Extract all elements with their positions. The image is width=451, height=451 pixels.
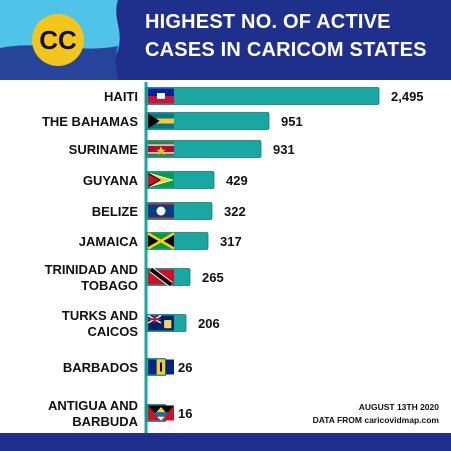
category-label-3: GUYANA	[83, 173, 139, 188]
value-label-7: 206	[198, 316, 220, 331]
category-label-4: BELIZE	[92, 204, 139, 219]
source-label: DATA FROM caricovidmap.com	[312, 415, 439, 425]
value-label-4: 322	[224, 204, 246, 219]
category-label-8: BARBADOS	[63, 360, 138, 375]
trinidad-tobago-flag-icon	[148, 267, 174, 287]
category-label-1: THE BAHAMAS	[42, 114, 138, 129]
barbados-flag-icon	[148, 359, 174, 375]
category-label-9-line-2: BARBUDA	[72, 414, 138, 429]
bar-1	[145, 112, 270, 130]
jamaica-flag-icon	[147, 232, 175, 250]
value-label-1: 951	[281, 114, 303, 129]
antigua-barbuda-flag-icon	[148, 405, 174, 421]
category-label-7-line-1: TURKS AND	[62, 308, 138, 323]
logo-circle	[32, 14, 84, 66]
bar-2	[145, 140, 262, 158]
guyana-flag-icon	[148, 172, 174, 188]
footer-bar	[0, 433, 451, 451]
header-banner: CC HIGHEST NO. OF ACTIVE CASES IN CARICO…	[0, 0, 451, 80]
title-line-2: CASES IN CARICOM STATES	[145, 39, 427, 61]
category-label-6-line-1: TRINIDAD AND	[45, 262, 138, 277]
value-label-8: 26	[178, 360, 192, 375]
bahamas-flag-icon	[148, 113, 174, 129]
logo-text: CC	[39, 25, 77, 55]
belize-flag-icon	[148, 203, 174, 219]
turks-caicos-flag-icon	[147, 314, 174, 331]
category-label-5: JAMAICA	[79, 234, 139, 249]
haiti-flag-icon	[148, 88, 174, 104]
category-label-2: SURINAME	[69, 142, 139, 157]
value-label-5: 317	[220, 234, 242, 249]
title-line-1: HIGHEST NO. OF ACTIVE	[145, 11, 391, 33]
category-label-0: HAITI	[104, 89, 138, 104]
bar-0	[145, 87, 380, 105]
value-label-2: 931	[273, 142, 295, 157]
category-label-7-line-2: CAICOS	[87, 324, 138, 339]
value-label-6: 265	[202, 270, 224, 285]
value-label-3: 429	[226, 173, 248, 188]
suriname-flag-icon	[148, 141, 174, 157]
category-label-6-line-2: TOBAGO	[81, 278, 138, 293]
category-label-9-line-1: ANTIGUA AND	[48, 398, 138, 413]
chart-title: HIGHEST NO. OF ACTIVE CASES IN CARICOM S…	[145, 8, 445, 64]
value-label-0: 2,495	[391, 89, 424, 104]
date-label: AUGUST 13TH 2020	[358, 402, 439, 412]
value-label-9: 16	[178, 406, 192, 421]
caricom-flag-logo: CC	[0, 0, 140, 80]
